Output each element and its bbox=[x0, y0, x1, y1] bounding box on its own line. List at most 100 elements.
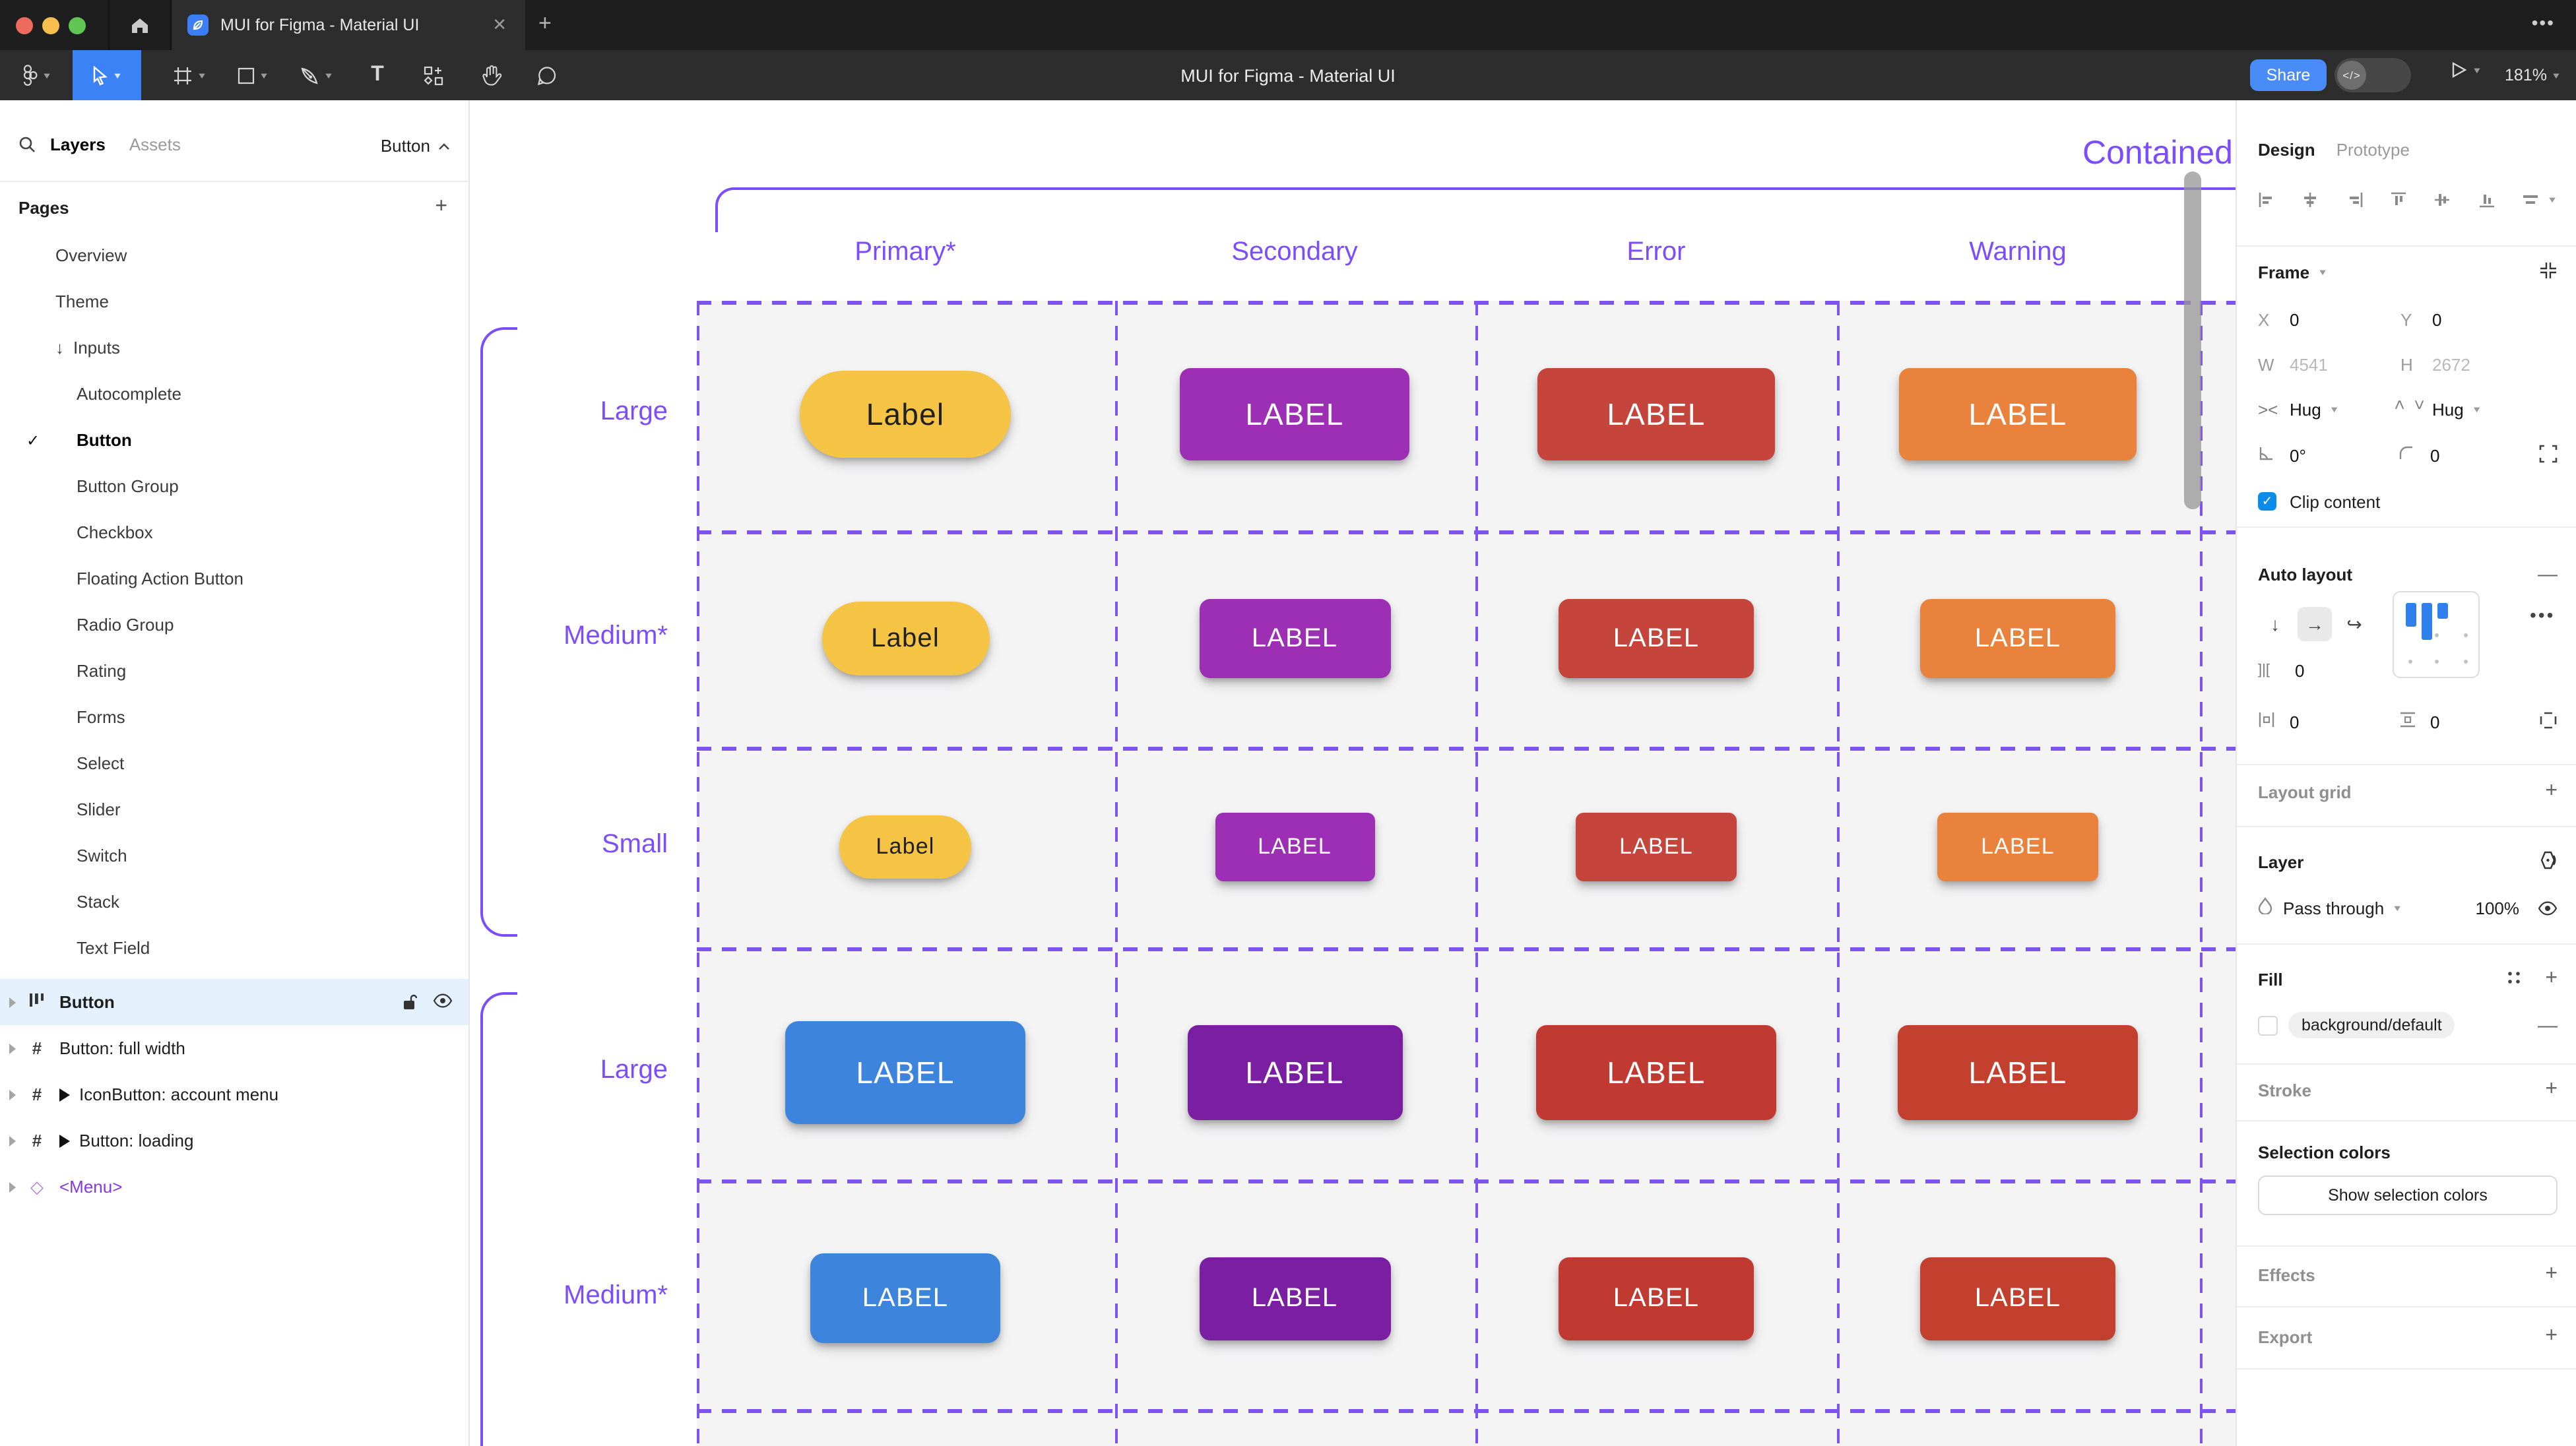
fill-token-chip[interactable]: background/default bbox=[2288, 1012, 2455, 1038]
add-stroke-button[interactable]: + bbox=[2545, 1078, 2558, 1100]
tab-design[interactable]: Design bbox=[2258, 139, 2315, 159]
align-right-icon[interactable] bbox=[2346, 191, 2363, 208]
height-field[interactable]: H 2672 bbox=[2400, 354, 2470, 374]
layer-row-button-full-width[interactable]: # Button: full width bbox=[0, 1025, 468, 1071]
horizontal-resizing-select[interactable]: >< Hug ▼ bbox=[2258, 399, 2340, 419]
specimen-button[interactable]: LABEL bbox=[1187, 1025, 1402, 1120]
add-export-button[interactable]: + bbox=[2545, 1325, 2558, 1347]
remove-fill-button[interactable]: — bbox=[2538, 1014, 2558, 1036]
blend-mode-icon[interactable] bbox=[2538, 850, 2558, 873]
show-selection-colors-button[interactable]: Show selection colors bbox=[2258, 1176, 2558, 1215]
frame-section-title[interactable]: Frame bbox=[2258, 262, 2310, 282]
sidebar-page-theme[interactable]: Theme bbox=[0, 278, 468, 325]
sidebar-page-button[interactable]: ✓ Button bbox=[0, 417, 468, 463]
clip-content-checkbox[interactable]: ✓ bbox=[2258, 492, 2276, 511]
align-v-center-icon[interactable] bbox=[2434, 191, 2451, 208]
add-effect-button[interactable]: + bbox=[2545, 1263, 2558, 1285]
independent-corners-icon[interactable] bbox=[2539, 444, 2558, 466]
specimen-button[interactable]: LABEL bbox=[1559, 1257, 1754, 1340]
zoom-level-control[interactable]: 181% ▼ bbox=[2505, 66, 2561, 84]
auto-layout-more-icon[interactable]: ••• bbox=[2530, 604, 2556, 625]
add-page-button[interactable]: + bbox=[435, 195, 447, 218]
specimen-button[interactable]: LABEL bbox=[785, 1021, 1025, 1124]
specimen-button[interactable]: Label bbox=[821, 602, 989, 676]
pen-tool-button[interactable]: ▼ bbox=[288, 50, 346, 100]
add-layout-grid-button[interactable]: + bbox=[2545, 780, 2558, 802]
layer-opacity-value[interactable]: 100% bbox=[2475, 898, 2520, 918]
traffic-minimize-button[interactable] bbox=[42, 16, 59, 34]
fill-styles-icon[interactable] bbox=[2505, 969, 2521, 989]
fill-color-swatch[interactable] bbox=[2258, 1015, 2278, 1035]
horizontal-padding-field[interactable]: 0 bbox=[2258, 711, 2399, 732]
hand-tool-button[interactable] bbox=[470, 50, 512, 100]
sidebar-page-radio-group[interactable]: Radio Group bbox=[0, 602, 468, 648]
layer-row--menu-[interactable]: ◇ <Menu> bbox=[0, 1164, 468, 1210]
chevron-right-icon[interactable] bbox=[9, 997, 16, 1007]
sidebar-page-checkbox[interactable]: Checkbox bbox=[0, 509, 468, 555]
vertical-resizing-select[interactable]: >< Hug ▼ bbox=[2390, 399, 2482, 419]
sidebar-page-rating[interactable]: Rating bbox=[0, 648, 468, 694]
window-more-icon[interactable]: ••• bbox=[2531, 12, 2555, 33]
new-tab-button[interactable]: + bbox=[538, 11, 552, 36]
sidebar-page-select[interactable]: Select bbox=[0, 740, 468, 786]
sidebar-page-stack[interactable]: Stack bbox=[0, 879, 468, 925]
share-button[interactable]: Share bbox=[2250, 59, 2327, 91]
specimen-button[interactable]: LABEL bbox=[1920, 1257, 2115, 1340]
auto-layout-vertical-button[interactable]: ↓ bbox=[2270, 613, 2280, 635]
eye-icon[interactable] bbox=[433, 993, 453, 1008]
add-fill-button[interactable]: + bbox=[2545, 967, 2558, 990]
unlock-icon[interactable] bbox=[402, 993, 417, 1011]
traffic-zoom-button[interactable] bbox=[69, 16, 86, 34]
tab-assets[interactable]: Assets bbox=[129, 135, 181, 154]
chevron-right-icon[interactable] bbox=[9, 1043, 16, 1053]
specimen-button[interactable]: LABEL bbox=[1180, 368, 1409, 460]
remove-auto-layout-button[interactable]: — bbox=[2538, 563, 2558, 585]
dev-mode-toggle[interactable]: </> bbox=[2334, 58, 2411, 92]
auto-layout-alignment-grid[interactable] bbox=[2393, 591, 2480, 678]
text-tool-button[interactable]: T bbox=[359, 50, 396, 100]
tab-prototype[interactable]: Prototype bbox=[2336, 139, 2410, 159]
tab-layers[interactable]: Layers bbox=[50, 135, 106, 154]
specimen-button[interactable]: LABEL bbox=[1215, 813, 1374, 881]
align-h-center-icon[interactable] bbox=[2302, 191, 2319, 208]
gap-value[interactable]: 0 bbox=[2295, 660, 2305, 680]
specimen-button[interactable]: Label bbox=[839, 815, 971, 879]
present-button[interactable]: ▼ bbox=[2449, 61, 2482, 79]
comment-tool-button[interactable] bbox=[525, 50, 567, 100]
sidebar-page-forms[interactable]: Forms bbox=[0, 694, 468, 740]
shape-tool-button[interactable]: ▼ bbox=[224, 50, 282, 100]
layer-row-iconbutton-account-menu[interactable]: # IconButton: account menu bbox=[0, 1071, 468, 1117]
frame-tool-button[interactable]: ▼ bbox=[161, 50, 219, 100]
specimen-button[interactable]: LABEL bbox=[1199, 599, 1390, 678]
specimen-button[interactable]: LABEL bbox=[1576, 813, 1737, 881]
align-left-icon[interactable] bbox=[2258, 191, 2275, 208]
sidebar-page-text-field[interactable]: Text Field bbox=[0, 925, 468, 971]
specimen-button[interactable]: LABEL bbox=[1937, 813, 2098, 881]
width-field[interactable]: W 4541 bbox=[2258, 354, 2328, 374]
rotation-field[interactable]: 0° bbox=[2258, 445, 2399, 465]
home-button[interactable] bbox=[108, 0, 172, 50]
sidebar-page-button-group[interactable]: Button Group bbox=[0, 463, 468, 509]
specimen-button[interactable]: Label bbox=[800, 371, 1011, 458]
specimen-button[interactable]: LABEL bbox=[1536, 1025, 1776, 1120]
layer-visibility-icon[interactable] bbox=[2538, 900, 2558, 915]
align-top-icon[interactable] bbox=[2390, 191, 2407, 208]
auto-layout-wrap-button[interactable]: ↩ bbox=[2346, 613, 2362, 634]
auto-layout-horizontal-button[interactable]: → bbox=[2298, 607, 2332, 641]
layer-row-button[interactable]: Button bbox=[0, 979, 468, 1025]
sidebar-page-overview[interactable]: Overview bbox=[0, 232, 468, 278]
move-tool-button[interactable]: ▼ bbox=[73, 50, 141, 100]
resources-tool-button[interactable] bbox=[412, 50, 454, 100]
distribute-icon[interactable]: ▼ bbox=[2522, 191, 2558, 208]
specimen-button[interactable]: LABEL bbox=[1898, 1025, 2138, 1120]
canvas[interactable]: Contained Primary* Secondary Error Warning … bbox=[470, 100, 2236, 1446]
collapse-arrow-icon[interactable]: ↓ bbox=[55, 338, 64, 358]
blend-mode-select[interactable]: Pass through bbox=[2283, 898, 2385, 918]
file-tab[interactable]: MUI for Figma - Material UI ✕ bbox=[172, 0, 525, 50]
specimen-button[interactable]: LABEL bbox=[810, 1253, 1000, 1343]
specimen-button[interactable]: LABEL bbox=[1559, 599, 1754, 678]
sidebar-page-floating-action-button[interactable]: Floating Action Button bbox=[0, 555, 468, 602]
specimen-button[interactable]: LABEL bbox=[1899, 368, 2137, 460]
